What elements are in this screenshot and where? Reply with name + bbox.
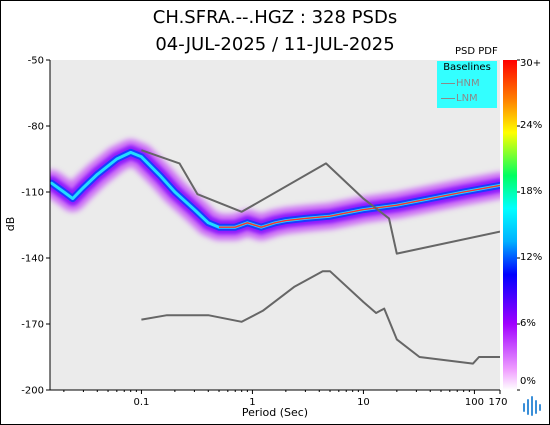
colorbar-label-24: 24% — [520, 120, 543, 131]
baseline-legend: Baselines HNM LNM — [437, 61, 497, 108]
x-tick-label: 0.1 — [133, 397, 149, 408]
colorbar-label-30: 30+ — [520, 58, 542, 69]
psd-density-band — [50, 139, 500, 241]
y-tick-label: -200 — [21, 386, 44, 397]
baseline-hnm-line — [141, 149, 500, 255]
colorbar-label-0: 0% — [520, 376, 536, 387]
colorbar — [503, 60, 517, 390]
x-tick-label: 170 — [488, 397, 507, 408]
colorbar-title: PSD PDF — [455, 46, 498, 57]
colorbar-label-12: 12% — [520, 252, 543, 263]
x-tick-label: 100 — [465, 397, 484, 408]
y-tick-label: -140 — [21, 254, 44, 265]
density-peak-red — [219, 184, 500, 228]
legend-label-hnm: HNM — [456, 78, 480, 89]
legend-item-lnm: LNM — [441, 93, 478, 104]
x-tick-label: 10 — [357, 397, 370, 408]
legend-item-hnm: HNM — [441, 78, 480, 89]
x-axis-title: Period (Sec) — [242, 406, 308, 419]
waveform-logo-icon — [523, 396, 541, 416]
chart-subtitle: 04-JUL-2025 / 11-JUL-2025 — [155, 34, 395, 55]
y-tick-label: -50 — [28, 56, 44, 67]
legend-title: Baselines — [443, 62, 491, 73]
colorbar-label-18: 18% — [520, 186, 543, 197]
y-axis-title: dB — [4, 217, 17, 232]
y-tick-label: -80 — [28, 122, 44, 133]
colorbar-label-6: 6% — [520, 318, 536, 329]
x-tick-label: 1 — [249, 397, 255, 408]
legend-label-lnm: LNM — [456, 93, 478, 104]
y-tick-label: -170 — [21, 320, 44, 331]
chart-title: CH.SFRA.--.HGZ : 328 PSDs — [152, 7, 398, 28]
y-tick-label: -110 — [21, 188, 44, 199]
baseline-lnm-line — [141, 270, 500, 365]
